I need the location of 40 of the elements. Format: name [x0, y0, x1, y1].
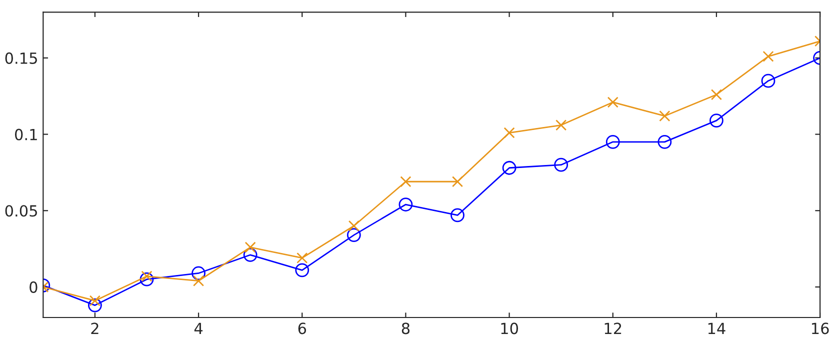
point	[659, 110, 670, 122]
point	[502, 160, 516, 175]
x-tick-label: 16	[812, 322, 829, 334]
point	[88, 298, 102, 312]
point	[141, 270, 152, 282]
point	[606, 134, 620, 149]
x-tick-label: 6	[298, 322, 306, 334]
y-tick-label: 0.15	[5, 52, 37, 64]
point	[398, 198, 413, 212]
point	[243, 248, 258, 262]
point	[295, 263, 310, 278]
point	[658, 134, 672, 149]
point	[554, 158, 568, 172]
x-tick-label: 2	[91, 322, 98, 334]
point	[710, 89, 722, 100]
point	[556, 120, 567, 131]
point	[192, 266, 206, 280]
point	[607, 96, 618, 108]
point	[710, 114, 724, 128]
y-tick-label: 0.1	[15, 128, 37, 140]
point	[244, 242, 256, 253]
point	[89, 295, 101, 306]
point	[140, 272, 154, 286]
point	[452, 176, 464, 188]
point	[192, 275, 204, 286]
x-tick-label: 14	[708, 322, 726, 334]
point	[348, 220, 360, 232]
y-tick-label: 0	[30, 281, 38, 293]
x-tick-label: 12	[604, 322, 622, 334]
point	[762, 50, 774, 62]
x-tick-label: 8	[402, 322, 410, 334]
point	[450, 208, 464, 222]
y-tick-label: 0.05	[5, 205, 37, 217]
point	[761, 74, 776, 88]
point	[296, 252, 308, 264]
point	[504, 127, 515, 138]
point	[400, 176, 412, 188]
x-tick-label: 4	[194, 322, 203, 334]
point	[346, 228, 361, 242]
x-tick-label: 10	[501, 322, 518, 334]
